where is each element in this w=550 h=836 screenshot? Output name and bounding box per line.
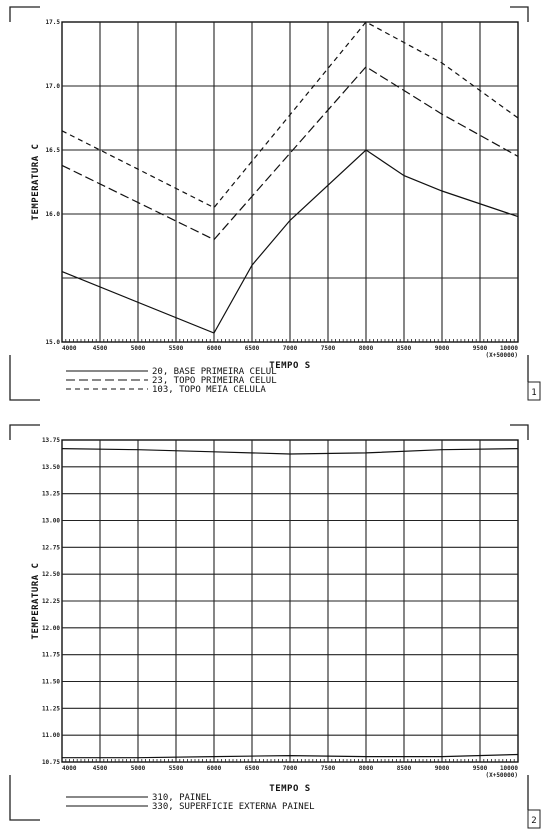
y-tick-label: 16.5: [46, 147, 61, 154]
x-tick-label: 7000: [283, 765, 298, 772]
x-tick-label: 4000: [62, 345, 77, 352]
x-tick-label: 4500: [93, 345, 108, 352]
x-tick-label: 7500: [321, 765, 336, 772]
x-tick-label: 8500: [397, 765, 412, 772]
x-tick-label: 9500: [473, 345, 488, 352]
chart-1-corner-marks: [9, 6, 529, 401]
series-line-2: [62, 753, 519, 759]
y-tick-label: 11.75: [42, 652, 60, 659]
chart-2: 4000 4500 5000 5500 6000 6500 7000 7500 8000 8500…: [31, 437, 519, 812]
chart-1-page-box: 1: [527, 381, 541, 401]
y-tick-label: 17.0: [46, 83, 61, 90]
x-tick-label: 9000: [435, 765, 450, 772]
x-tick-label: 5000: [131, 765, 146, 772]
x-tick-label: 7000: [283, 345, 298, 352]
x-tick-label: 5000: [131, 345, 146, 352]
y-tick-label: 11.25: [42, 705, 60, 712]
y-tick-label: 11.50: [42, 679, 60, 686]
x-tick-label: 5500: [169, 765, 184, 772]
y-tick-label: 12.50: [42, 571, 60, 578]
legend-label-1: 20, BASE PRIMEIRA CELUL: [152, 367, 277, 377]
x-tick-label: 9000: [435, 345, 450, 352]
x-tick-label: 5500: [169, 345, 184, 352]
legend-label-1: 310, PAINEL: [152, 793, 212, 803]
chart-2-page-box: 2: [527, 809, 541, 829]
y-tick-label: 13.25: [42, 491, 60, 498]
x-tick-label: 6000: [207, 345, 222, 352]
y-axis-label: TEMPERATURA C: [31, 144, 41, 221]
chart-2-corner-marks: [9, 424, 529, 821]
x-tick-label: 10000: [500, 345, 518, 352]
x-tick-label: 8500: [397, 345, 412, 352]
y-tick-label: 12.25: [42, 598, 60, 605]
x-tick-label: 8000: [359, 345, 374, 352]
x-tick-label: 8000: [359, 765, 374, 772]
series-line-1: [61, 448, 519, 455]
y-axis-label: TEMPERATURA C: [31, 563, 41, 640]
series-line-2: [61, 66, 519, 241]
y-tick-label: 17.5: [46, 19, 61, 26]
y-tick-label: 15.0: [46, 339, 61, 346]
x-tick-label: 10000: [500, 765, 518, 772]
y-tick-label: 12.75: [42, 544, 60, 551]
chart-2-page-number: 2: [531, 816, 536, 826]
x-tick-label: 6500: [245, 765, 260, 772]
chart-1: 4000 4500 5000 5500 6000 6500 7000 7500 8000 8500…: [31, 19, 519, 395]
legend-label-2: 330, SUPERFICIE EXTERNA PAINEL: [152, 802, 315, 812]
x-tick-label: 4500: [93, 765, 108, 772]
x-tick-label: 6000: [207, 765, 222, 772]
x-tick-label: 7500: [321, 345, 336, 352]
y-tick-label: 13.00: [42, 518, 60, 525]
x-multiplier-label: (X+50000): [485, 352, 518, 359]
x-tick-label: 6500: [245, 345, 260, 352]
x-multiplier-label: (X+50000): [485, 772, 518, 779]
x-axis-label: TEMPO S: [269, 361, 310, 371]
x-tick-label: 9500: [473, 765, 488, 772]
chart-1-page-number: 1: [531, 388, 536, 398]
series-line-1: [61, 149, 519, 334]
y-tick-label: 13.50: [42, 464, 60, 471]
x-tick-label: 4000: [62, 765, 77, 772]
legend-label-3: 103, TOPO MEIA CELULA: [152, 385, 266, 395]
y-tick-label: 16.0: [46, 211, 61, 218]
y-tick-label: 11.00: [42, 732, 60, 739]
y-tick-label: 12.00: [42, 625, 60, 632]
y-tick-label: 10.75: [42, 759, 60, 766]
x-axis-label: TEMPO S: [269, 784, 310, 794]
legend-label-2: 23, TOPO PRIMEIRA CELUL: [152, 376, 277, 386]
y-tick-label: 13.75: [42, 437, 60, 444]
